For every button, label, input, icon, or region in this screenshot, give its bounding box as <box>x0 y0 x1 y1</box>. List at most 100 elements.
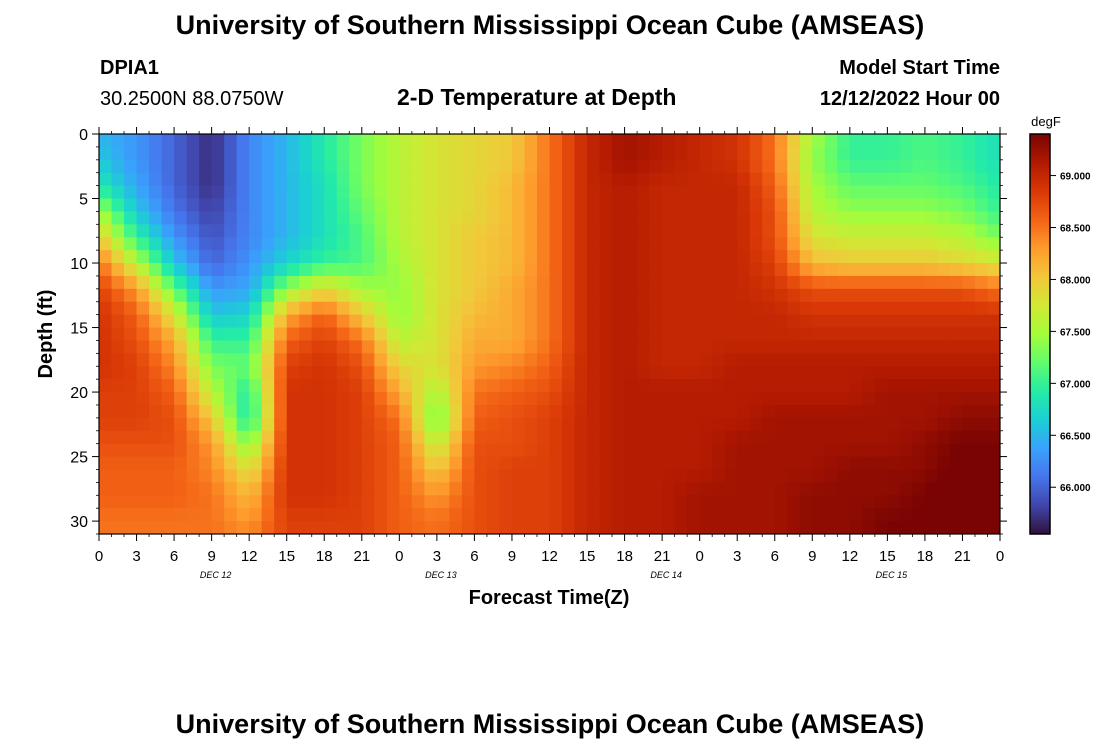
heatmap-cell <box>937 443 951 458</box>
heatmap-cell <box>524 237 538 251</box>
heatmap-cell <box>224 379 238 393</box>
heatmap-cell <box>536 417 551 432</box>
heatmap-cell <box>111 469 125 483</box>
heatmap-cell <box>211 443 225 458</box>
heatmap-cell <box>699 353 713 367</box>
heatmap-cell <box>674 430 688 445</box>
heatmap-cell <box>962 237 976 251</box>
heatmap-cell <box>974 366 989 380</box>
heatmap-cell <box>149 172 163 187</box>
heatmap-cell <box>824 379 838 393</box>
heatmap-cell <box>499 379 513 393</box>
heatmap-cell <box>899 275 913 290</box>
heatmap-cell <box>662 159 676 174</box>
heatmap-cell <box>624 469 638 483</box>
heatmap-cell <box>161 521 175 534</box>
heatmap-cell <box>374 469 388 483</box>
heatmap-cell <box>962 288 976 303</box>
heatmap-cell <box>99 340 113 354</box>
heatmap-cell <box>449 404 463 419</box>
heatmap-cell <box>511 456 526 471</box>
heatmap-cell <box>536 508 551 522</box>
heatmap-cell <box>374 404 388 419</box>
heatmap-cell <box>837 134 851 148</box>
heatmap-cell <box>249 353 263 367</box>
heatmap-cell <box>787 211 801 225</box>
heatmap-cell <box>824 314 838 329</box>
heatmap-cell <box>311 159 325 174</box>
heatmap-cell <box>324 521 338 534</box>
heatmap-cell <box>574 159 588 174</box>
heatmap-cell <box>737 456 751 471</box>
heatmap-cell <box>111 185 125 200</box>
heatmap-cell <box>812 314 826 329</box>
heatmap-cell <box>849 366 863 380</box>
heatmap-cell <box>374 146 388 161</box>
heatmap-cell <box>111 340 125 354</box>
heatmap-cell <box>374 263 388 277</box>
heatmap-cell <box>274 495 288 509</box>
heatmap-cell <box>849 521 863 534</box>
heatmap-cell <box>687 340 701 354</box>
heatmap-cell <box>549 159 563 174</box>
heatmap-cell <box>249 237 263 251</box>
heatmap-cell <box>349 456 363 471</box>
heatmap-cell <box>849 508 863 522</box>
heatmap-cell <box>549 185 563 200</box>
heatmap-cell <box>574 314 588 329</box>
heatmap-cell <box>924 224 939 238</box>
heatmap-cell <box>411 224 425 238</box>
heatmap-cell <box>962 134 976 148</box>
heatmap-cell <box>336 134 350 148</box>
heatmap-cell <box>612 508 626 522</box>
heatmap-cell <box>574 134 588 148</box>
heatmap-cell <box>124 159 138 174</box>
heatmap-cell <box>562 495 576 509</box>
heatmap-cell <box>99 198 113 213</box>
heatmap-cell <box>899 263 913 277</box>
heatmap-cell <box>587 146 601 161</box>
heatmap-cell <box>424 482 438 496</box>
heatmap-cell <box>962 430 976 445</box>
heatmap-cell <box>962 379 976 393</box>
heatmap-cell <box>236 456 250 471</box>
heatmap-cell <box>649 521 663 534</box>
heatmap-cell <box>599 404 613 419</box>
heatmap-cell <box>299 508 313 522</box>
heatmap-cell <box>737 314 751 329</box>
heatmap-cell <box>474 443 488 458</box>
heatmap-cell <box>311 327 325 342</box>
heatmap-cell <box>324 288 338 303</box>
heatmap-cell <box>712 185 726 200</box>
heatmap-cell <box>99 482 113 496</box>
heatmap-cell <box>724 443 738 458</box>
heatmap-cell <box>436 366 450 380</box>
heatmap-cell <box>174 159 188 174</box>
heatmap-cell <box>674 275 688 290</box>
heatmap-cell <box>299 340 313 354</box>
heatmap-cell <box>474 159 488 174</box>
heatmap-cell <box>474 521 488 534</box>
heatmap-cell <box>562 301 576 316</box>
heatmap-cell <box>799 224 813 238</box>
heatmap-cell <box>436 521 450 534</box>
heatmap-cell <box>774 288 788 303</box>
heatmap-cell <box>186 482 200 496</box>
heatmap-cell <box>224 237 238 251</box>
heatmap-cell <box>449 172 463 187</box>
heatmap-cell <box>436 482 450 496</box>
heatmap-cell <box>99 314 113 329</box>
heatmap-cell <box>912 159 926 174</box>
heatmap-cell <box>474 301 488 316</box>
heatmap-cell <box>949 263 964 277</box>
heatmap-cell <box>211 134 225 148</box>
heatmap-cell <box>937 198 951 213</box>
heatmap-cell <box>99 443 113 458</box>
heatmap-cell <box>111 521 125 534</box>
heatmap-cell <box>161 430 175 445</box>
heatmap-cell <box>674 366 688 380</box>
heatmap-cell <box>612 379 626 393</box>
heatmap-cell <box>361 250 375 264</box>
heatmap-cell <box>649 288 663 303</box>
heatmap-cell <box>724 495 738 509</box>
